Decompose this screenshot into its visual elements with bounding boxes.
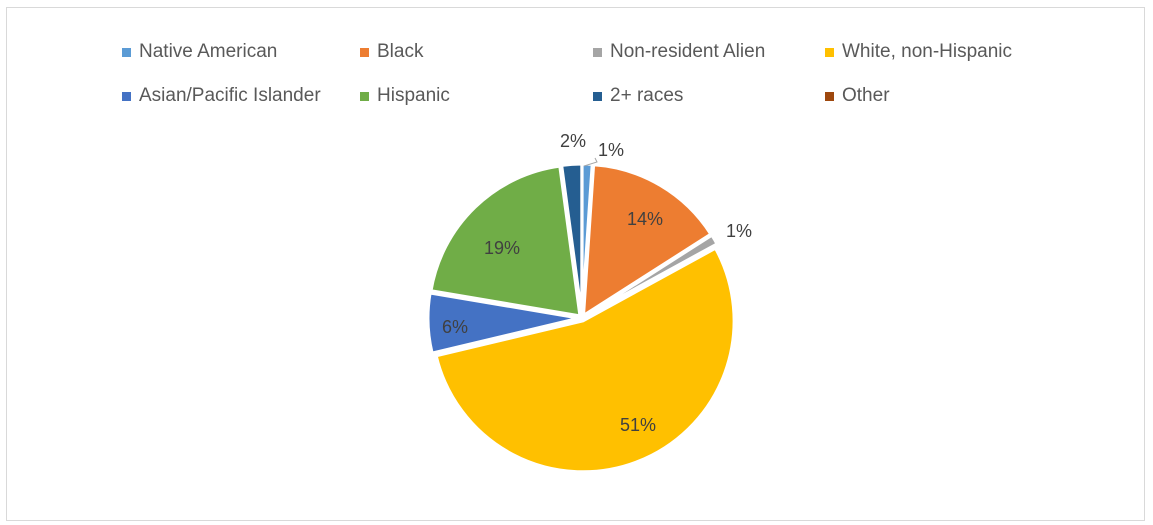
legend-swatch-black (360, 47, 369, 57)
legend-item-other: Other (825, 84, 890, 108)
legend-swatch-other (825, 91, 834, 101)
data-label-hispanic: 19% (484, 238, 520, 258)
pie-slice-white-non-hispanic (434, 246, 736, 474)
pie-chart: 1% 14% 1% 51% 6% 19% 2% (426, 131, 752, 474)
data-label-white-non-hispanic: 51% (620, 415, 656, 435)
legend-label-2-plus-races: 2+ races (610, 85, 684, 106)
legend-label-other: Other (842, 85, 890, 106)
pie-slice-2-races (559, 162, 584, 316)
legend-swatch-non-resident-alien (593, 47, 602, 57)
legend-item-2-plus-races: 2+ races (593, 84, 683, 108)
pie-data-labels: 1% 14% 1% 51% 6% 19% 2% (442, 131, 752, 435)
pie-slice-hispanic (429, 164, 582, 318)
legend-swatch-native-american (122, 47, 131, 57)
legend-item-native-american: Native American (122, 40, 277, 64)
legend-item-white-non-hispanic: White, non-Hispanic (825, 40, 1012, 64)
legend-item-hispanic: Hispanic (360, 84, 450, 108)
data-label-2-races: 2% (560, 131, 586, 151)
legend-swatch-2-plus-races (593, 91, 602, 101)
chart-legend: Native American Black Non-resident Alien… (122, 35, 1062, 115)
legend-label-hispanic: Hispanic (377, 85, 450, 106)
legend-label-asian-pacific-islander: Asian/Pacific Islander (139, 85, 321, 106)
data-label-non-resident-alien: 1% (726, 221, 752, 241)
pie-slice-non-resident-alien (583, 233, 720, 318)
legend-item-asian-pacific-islander: Asian/Pacific Islander (122, 84, 321, 108)
data-label-asian-pacific-islander: 6% (442, 317, 468, 337)
pie-slices (426, 162, 736, 474)
legend-item-black: Black (360, 40, 423, 64)
legend-label-white-non-hispanic: White, non-Hispanic (842, 41, 1013, 62)
pie-leader-lines (583, 157, 598, 167)
legend-swatch-white-non-hispanic (825, 47, 834, 57)
legend-item-non-resident-alien: Non-resident Alien (593, 40, 765, 64)
legend-label-native-american: Native American (139, 41, 278, 62)
leader-line-native-american (583, 157, 598, 167)
legend-swatch-asian-pacific-islander (122, 91, 131, 101)
chart-frame: Native American Black Non-resident Alien… (6, 7, 1145, 521)
data-label-black: 14% (627, 209, 663, 229)
legend-label-black: Black (377, 41, 424, 62)
legend-label-non-resident-alien: Non-resident Alien (610, 41, 766, 62)
data-label-native-american: 1% (598, 140, 624, 160)
pie-slice-black (581, 163, 713, 319)
legend-swatch-hispanic (360, 91, 369, 101)
pie-slice-asian-pacific-islander (426, 291, 580, 355)
